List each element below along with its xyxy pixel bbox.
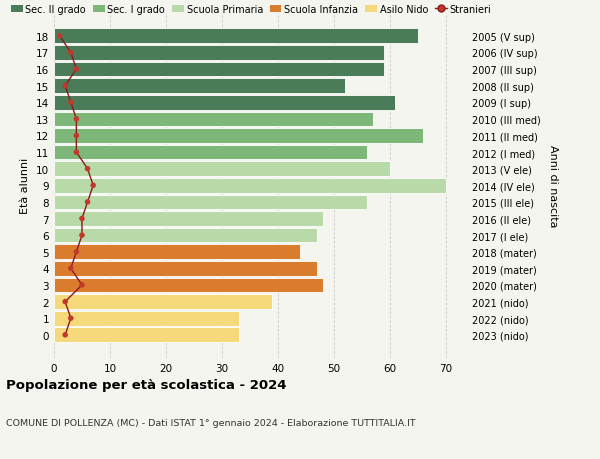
Point xyxy=(66,99,76,106)
Point xyxy=(61,331,70,339)
Point xyxy=(66,50,76,57)
Point xyxy=(61,298,70,306)
Point xyxy=(55,33,64,40)
Bar xyxy=(54,228,317,243)
Bar xyxy=(54,96,395,110)
Text: COMUNE DI POLLENZA (MC) - Dati ISTAT 1° gennaio 2024 - Elaborazione TUTTITALIA.I: COMUNE DI POLLENZA (MC) - Dati ISTAT 1° … xyxy=(6,418,416,427)
Bar xyxy=(54,29,418,44)
Bar xyxy=(54,278,323,293)
Point xyxy=(77,215,87,223)
Bar xyxy=(54,129,423,144)
Point xyxy=(77,232,87,239)
Bar xyxy=(54,212,323,226)
Y-axis label: Anni di nascita: Anni di nascita xyxy=(548,145,557,227)
Bar xyxy=(54,245,300,259)
Text: Popolazione per età scolastica - 2024: Popolazione per età scolastica - 2024 xyxy=(6,379,287,392)
Point xyxy=(71,149,81,157)
Legend: Sec. II grado, Sec. I grado, Scuola Primaria, Scuola Infanzia, Asilo Nido, Stran: Sec. II grado, Sec. I grado, Scuola Prim… xyxy=(11,5,491,15)
Point xyxy=(88,182,98,190)
Point xyxy=(71,116,81,123)
Bar xyxy=(54,262,317,276)
Bar xyxy=(54,112,373,127)
Bar xyxy=(54,62,384,77)
Point xyxy=(66,315,76,322)
Bar xyxy=(54,311,239,326)
Bar xyxy=(54,195,367,210)
Bar xyxy=(54,295,272,309)
Bar xyxy=(54,179,446,193)
Point xyxy=(77,282,87,289)
Bar xyxy=(54,79,345,94)
Point xyxy=(71,66,81,73)
Y-axis label: Età alunni: Età alunni xyxy=(20,158,31,214)
Point xyxy=(83,199,92,206)
Bar xyxy=(54,46,384,61)
Bar xyxy=(54,146,367,160)
Point xyxy=(83,166,92,173)
Point xyxy=(61,83,70,90)
Point xyxy=(71,248,81,256)
Point xyxy=(71,133,81,140)
Bar xyxy=(54,162,389,177)
Bar xyxy=(54,328,239,342)
Point xyxy=(66,265,76,273)
